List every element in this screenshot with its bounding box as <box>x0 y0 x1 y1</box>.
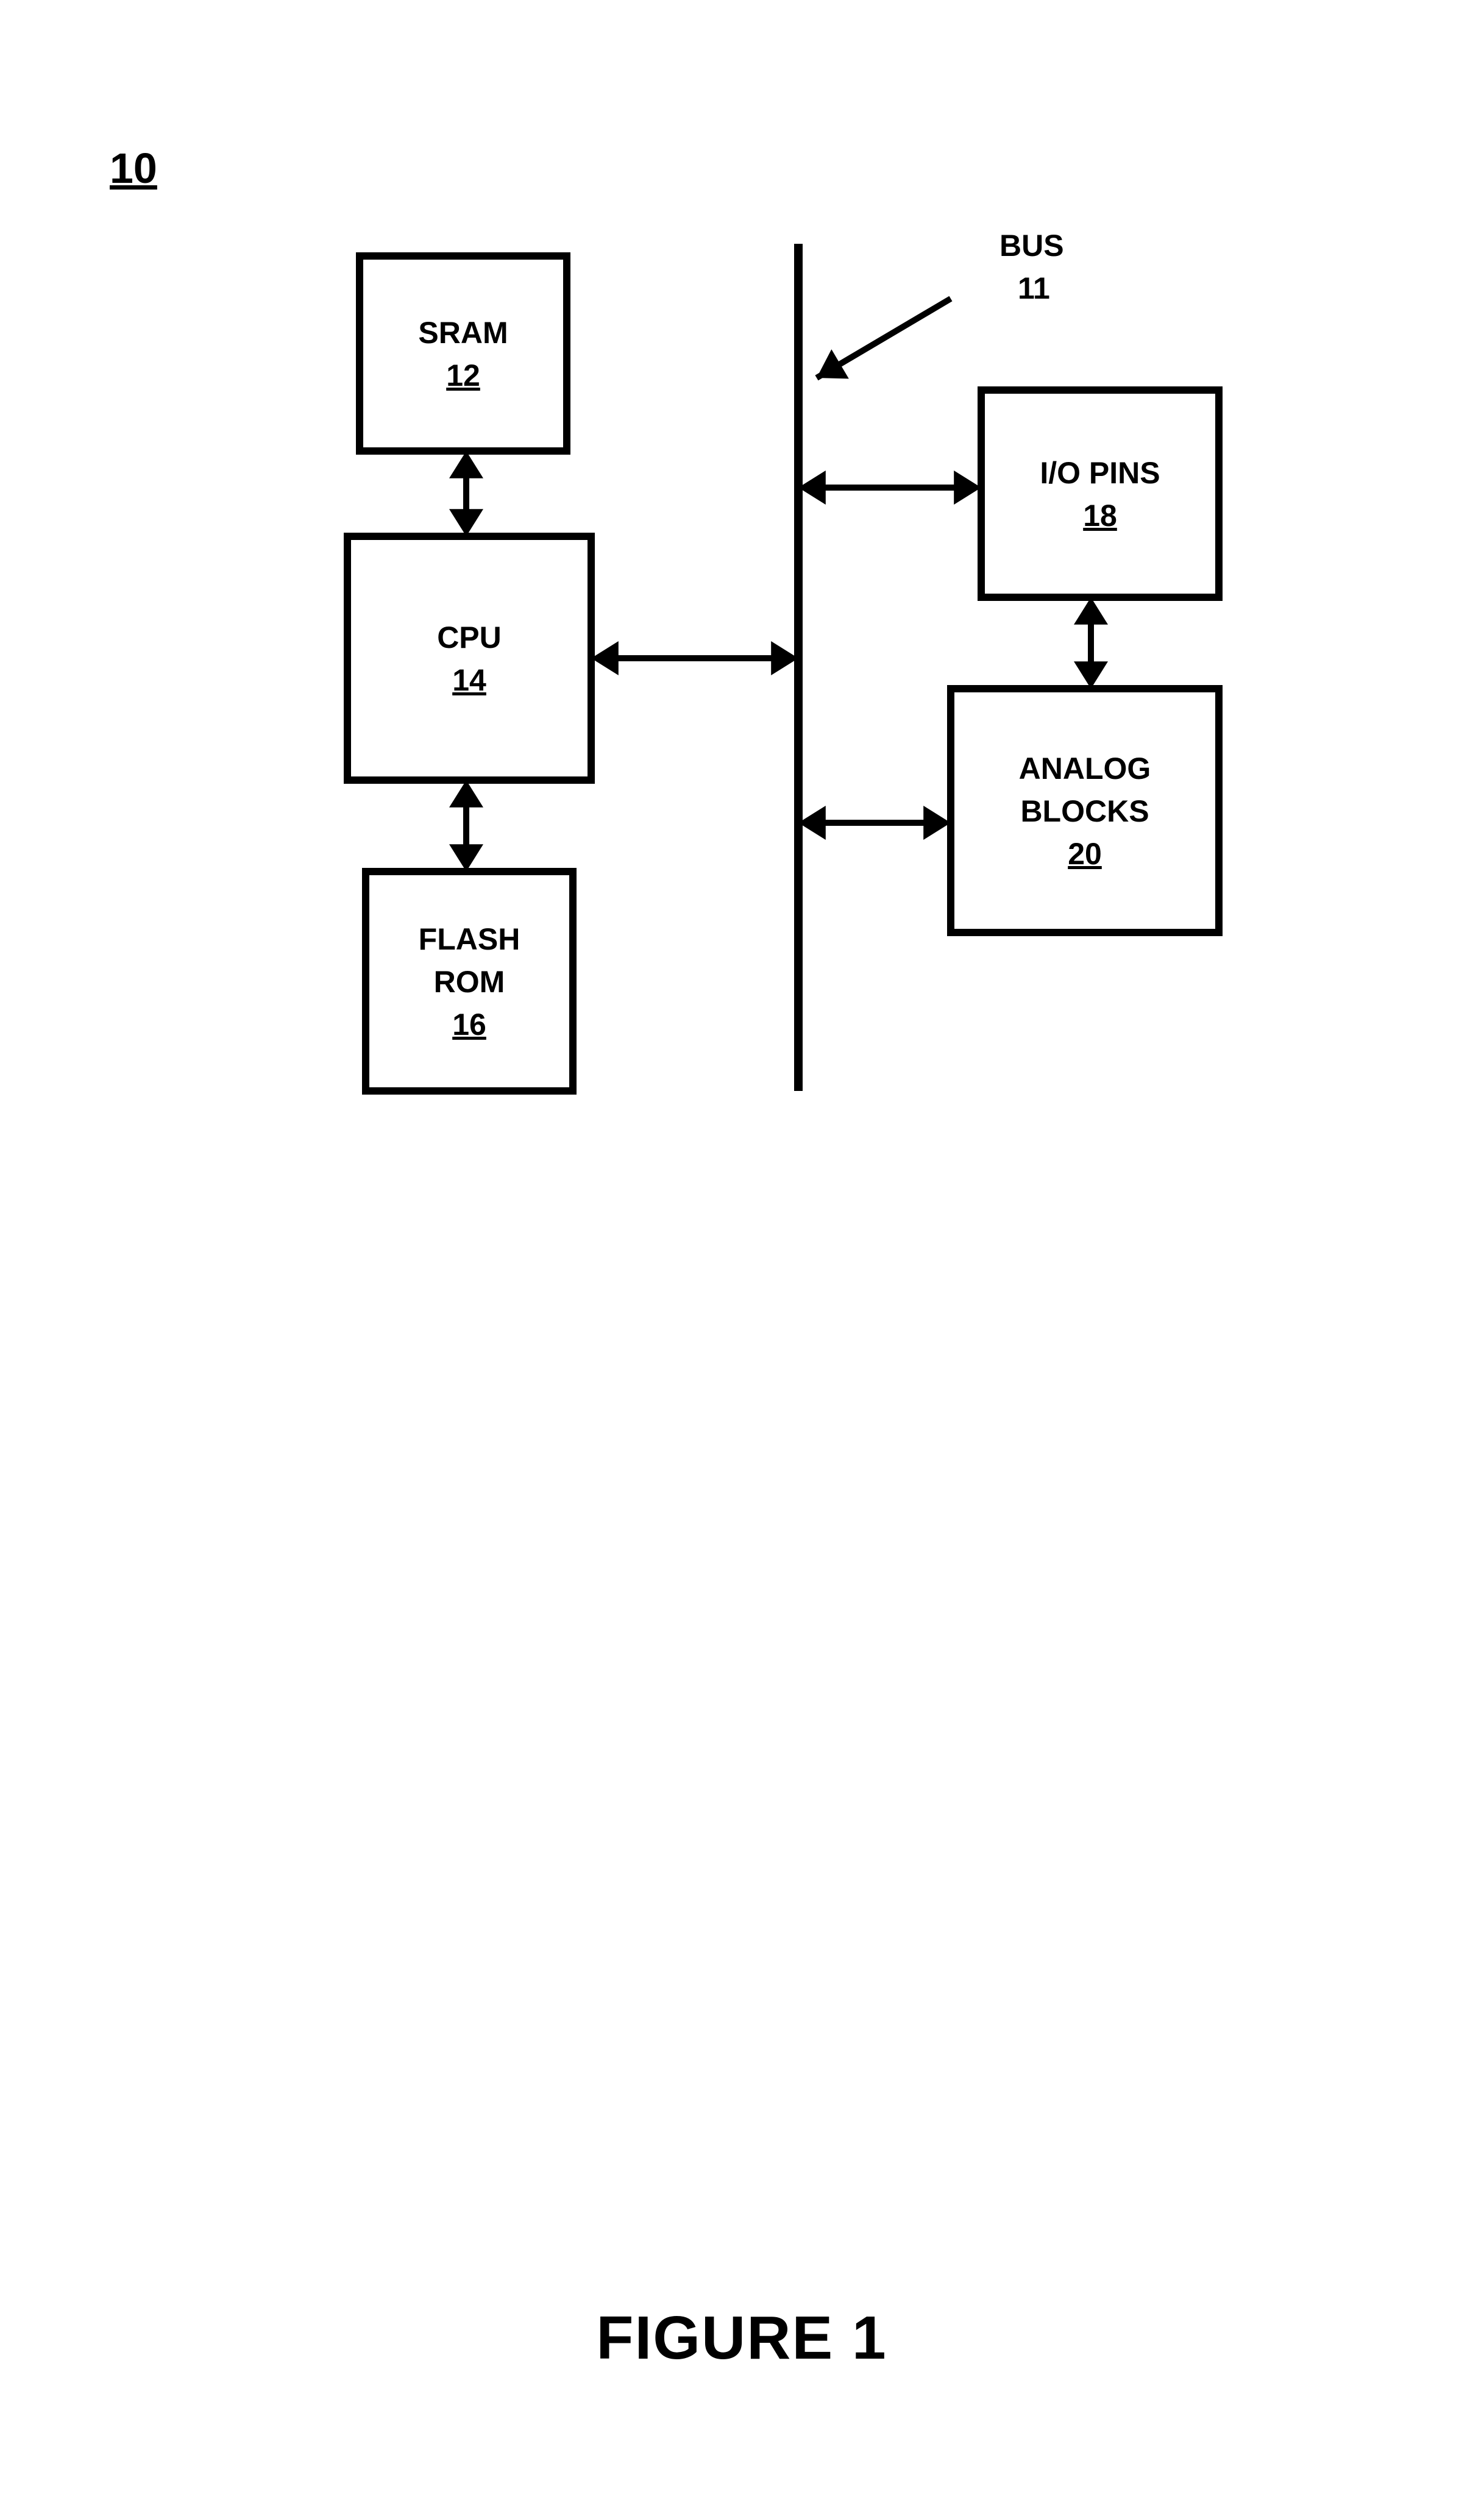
conn-1-head1 <box>449 780 483 808</box>
conn-0-head1 <box>449 451 483 478</box>
diagram-svg: 10 SRAM 12 CPU 14 FLASH ROM 16 I/O PINS 18 ANALOG B… <box>0 0 1484 2497</box>
iopins-label-0: I/O PINS <box>1040 456 1160 490</box>
sram-box <box>360 256 567 451</box>
conn-2-head1 <box>591 641 619 675</box>
sram-label-0: SRAM <box>418 316 508 350</box>
iopins-box <box>981 390 1219 597</box>
iopins-label-1: 18 <box>1083 499 1117 533</box>
flash-label-2: 16 <box>452 1007 486 1042</box>
analog-label-2: 20 <box>1068 837 1102 871</box>
flash-label-1: ROM <box>434 965 505 999</box>
bus-label: BUS <box>999 229 1064 263</box>
conn-0-head2 <box>449 509 483 536</box>
sram-label-1: 12 <box>446 358 480 392</box>
flash-label-0: FLASH <box>419 922 520 956</box>
page-label: 10 <box>110 144 157 192</box>
conn-1-head2 <box>449 844 483 872</box>
conn-5-head2 <box>1074 661 1108 689</box>
conn-4-head2 <box>923 806 951 840</box>
page: { "figure": { "type": "block-diagram", "… <box>0 0 1484 2497</box>
conn-3-head2 <box>954 471 981 505</box>
conn-5-head1 <box>1074 597 1108 625</box>
cpu-box <box>347 536 591 780</box>
analog-label-1: BLOCKS <box>1020 794 1149 828</box>
analog-label-0: ANALOG <box>1019 751 1151 786</box>
cpu-label-0: CPU <box>437 620 502 655</box>
figure-caption: FIGURE 1 <box>596 2304 887 2372</box>
cpu-label-1: 14 <box>452 663 486 697</box>
bus-number: 11 <box>1018 271 1050 305</box>
